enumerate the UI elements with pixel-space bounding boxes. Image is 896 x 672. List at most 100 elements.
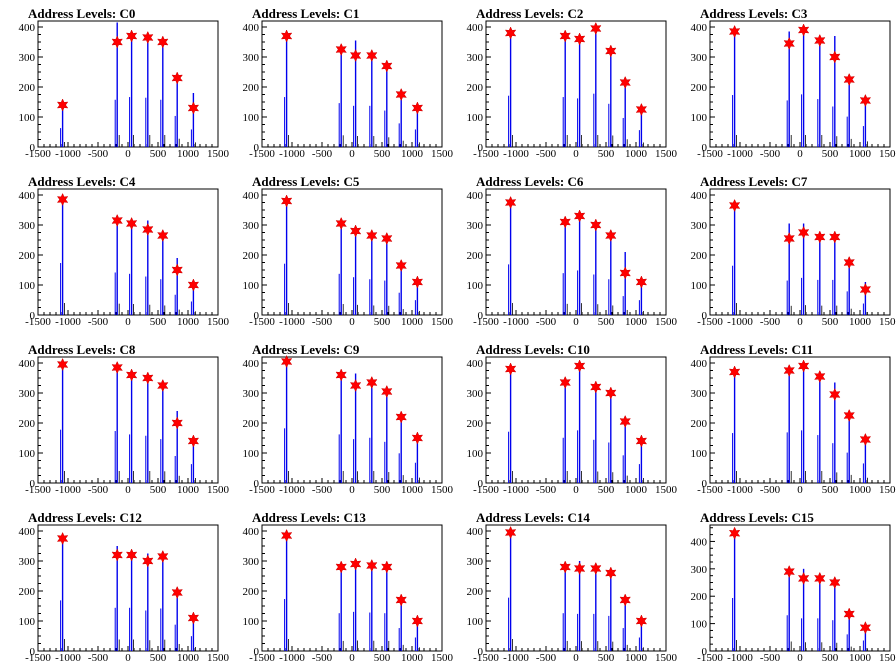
plot-frame [485, 188, 667, 316]
y-tick-label: 200 [19, 250, 36, 262]
x-tick-label: -500 [536, 316, 557, 328]
peak-marker [635, 102, 648, 117]
y-tick-label: 200 [691, 82, 708, 94]
plot-frame [709, 524, 891, 652]
x-tick-label: 500 [822, 652, 839, 664]
peak-marker [381, 231, 393, 246]
y-tick-label: 200 [243, 418, 260, 430]
chart-panel-c5: Address Levels: C5 0 100 200 300 400 -1500 -100… [224, 168, 454, 336]
x-tick-label: 1500 [655, 652, 678, 664]
peak-marker [111, 548, 123, 562]
chart-title: Address Levels: C14 [476, 510, 590, 525]
peak-marker [142, 222, 154, 237]
y-tick-label: 300 [691, 220, 708, 232]
x-tick-label: -500 [760, 652, 781, 664]
y-tick-label: 200 [19, 418, 36, 430]
chart-panel-c11: Address Levels: C11 0 100 200 300 400 -1500 -10… [672, 336, 896, 504]
peak-marker [559, 215, 571, 229]
y-tick-label: 400 [19, 526, 36, 538]
y-tick-label: 300 [467, 388, 484, 400]
x-tick-label: 0 [573, 316, 579, 328]
peak-marker [843, 255, 855, 270]
chart-panel-c6: Address Levels: C6 0 100 200 300 400 -1500 -100… [448, 168, 678, 336]
chart-svg: Address Levels: C10 0 100 200 300 400 -1500 -10… [467, 342, 678, 496]
peak-marker [335, 560, 347, 574]
x-tick-label: -500 [536, 148, 557, 160]
y-tick-label: 400 [19, 190, 36, 202]
x-tick-label: 1500 [431, 316, 454, 328]
x-tick-label: -1000 [55, 316, 81, 328]
chart-svg: Address Levels: C9 0 100 200 300 400 -1500 -100… [243, 342, 454, 496]
peak-marker [783, 363, 795, 378]
peak-marker [504, 26, 517, 40]
peak-marker [814, 571, 826, 586]
x-tick-label: 1000 [177, 652, 200, 664]
peak-marker [829, 50, 841, 64]
peak-marker [559, 560, 571, 574]
y-tick-label: 400 [243, 526, 260, 538]
y-tick-label: 400 [467, 526, 484, 538]
x-tick-label: -1000 [727, 148, 753, 160]
x-tick-label: 500 [374, 316, 391, 328]
y-tick-label: 400 [19, 358, 36, 370]
chart-title: Address Levels: C7 [700, 174, 808, 189]
y-tick-label: 100 [467, 112, 484, 124]
y-tick-label: 100 [19, 280, 36, 292]
peak-marker [56, 98, 69, 112]
y-tick-label: 0 [478, 142, 484, 154]
x-tick-label: -1500 [697, 484, 723, 496]
peak-marker [56, 192, 69, 207]
peak-marker [366, 375, 378, 390]
chart-svg: Address Levels: C6 0 100 200 300 400 -1500 -100… [467, 174, 678, 328]
x-tick-label: 0 [349, 652, 355, 664]
peak-marker [157, 549, 169, 564]
chart-panel-c4: Address Levels: C4 0 100 200 300 400 -1500 -100… [0, 168, 230, 336]
peak-marker [56, 531, 69, 546]
x-tick-label: 500 [822, 484, 839, 496]
x-tick-label: 500 [598, 316, 615, 328]
x-tick-label: -1000 [55, 484, 81, 496]
peak-marker [573, 359, 586, 373]
peak-marker [157, 228, 169, 243]
x-tick-label: -500 [536, 652, 557, 664]
chart-title: Address Levels: C8 [28, 342, 136, 357]
y-tick-label: 300 [243, 52, 260, 64]
x-tick-label: -1500 [249, 316, 275, 328]
peak-marker [783, 231, 795, 246]
x-tick-label: -500 [760, 484, 781, 496]
y-tick-label: 100 [691, 112, 708, 124]
y-tick-label: 100 [243, 616, 260, 628]
x-tick-label: -1500 [697, 316, 723, 328]
x-tick-label: -1000 [279, 316, 305, 328]
chart-panel-c15: Address Levels: C15 0 100 200 300 400 -1500 -10… [672, 504, 896, 672]
x-tick-label: -1500 [25, 652, 51, 664]
y-tick-label: 400 [243, 358, 260, 370]
peak-marker [187, 611, 200, 625]
peak-marker [142, 30, 154, 45]
chart-svg: Address Levels: C3 0 100 200 300 400 -1500 -100… [691, 6, 896, 160]
peak-marker [411, 614, 424, 628]
peak-marker [395, 410, 407, 424]
peak-marker [366, 558, 378, 573]
x-tick-label: -1500 [249, 484, 275, 496]
peak-marker [814, 33, 826, 48]
y-tick-label: 100 [691, 280, 708, 292]
plot-frame [37, 188, 219, 316]
y-tick-label: 0 [702, 478, 708, 490]
peak-marker [111, 213, 123, 228]
y-tick-label: 400 [691, 190, 708, 202]
x-tick-label: -1000 [55, 148, 81, 160]
peak-marker [797, 571, 810, 586]
x-tick-label: -1500 [25, 484, 51, 496]
x-tick-label: 1500 [655, 148, 678, 160]
x-tick-label: 1000 [401, 316, 424, 328]
y-tick-label: 0 [702, 142, 708, 154]
y-tick-label: 400 [691, 358, 708, 370]
chart-panel-c1: Address Levels: C1 0 100 200 300 400 -1500 -100… [224, 0, 454, 168]
plot-frame [485, 524, 667, 652]
x-tick-label: -1000 [503, 652, 529, 664]
x-tick-label: 1500 [431, 148, 454, 160]
chart-title: Address Levels: C12 [28, 510, 142, 525]
x-tick-label: -500 [88, 652, 109, 664]
x-tick-label: 500 [374, 148, 391, 160]
